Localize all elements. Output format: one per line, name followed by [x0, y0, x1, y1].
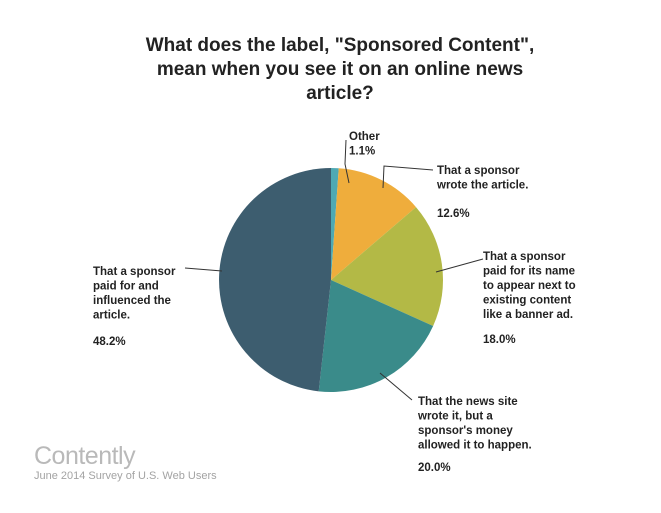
leader-line [382, 165, 434, 189]
slice-value-label: 18.0% [483, 334, 516, 346]
slice-label: Other [349, 131, 380, 143]
slice-label: sponsor's money [418, 425, 513, 437]
chart-title: What does the label, "Sponsored Content"… [60, 34, 620, 106]
pie-slice [318, 280, 434, 392]
leader-line [184, 267, 223, 272]
slice-label: paid for its name [483, 266, 575, 278]
slice-value-label: 12.6% [437, 208, 470, 220]
slice-label: wrote the article. [436, 180, 528, 192]
leader-line [344, 139, 350, 184]
pie-slice [331, 207, 443, 326]
slice-label: influenced the [93, 295, 171, 307]
slice-label: That a sponsor [437, 165, 520, 177]
slice-label: That a sponsor [483, 251, 566, 263]
slice-label: existing content [483, 295, 571, 307]
leader-line [379, 372, 413, 401]
brand-logo: Contently [34, 442, 136, 470]
slice-value-label: 1.1% [349, 146, 375, 158]
chart-title-line: article? [306, 83, 374, 104]
slice-labels: Other 1.1% That a sponsor wrote the article… [93, 131, 576, 474]
pie-slice [331, 168, 339, 280]
source-note: June 2014 Survey of U.S. Web Users [34, 470, 217, 482]
leader-lines [184, 139, 484, 401]
chart-title-line: What does the label, "Sponsored Content"… [145, 35, 535, 56]
slice-label: article. [93, 310, 130, 322]
pie-slice [219, 168, 331, 392]
slice-value-label: 48.2% [93, 336, 126, 348]
pie-slices [219, 168, 443, 392]
slice-label: paid for and [93, 281, 159, 293]
slice-label: like a banner ad. [483, 309, 573, 321]
chart-title-line: mean when you see it on an online news [156, 59, 524, 80]
slice-label: to appear next to [483, 280, 576, 292]
slice-label: That the news site [418, 396, 518, 408]
slice-label: allowed it to happen. [418, 440, 532, 452]
slice-label: wrote it, but a [417, 411, 493, 423]
leader-line [435, 258, 484, 273]
slice-label: That a sponsor [93, 266, 176, 278]
slice-value-label: 20.0% [418, 462, 451, 474]
pie-slice [331, 168, 416, 280]
